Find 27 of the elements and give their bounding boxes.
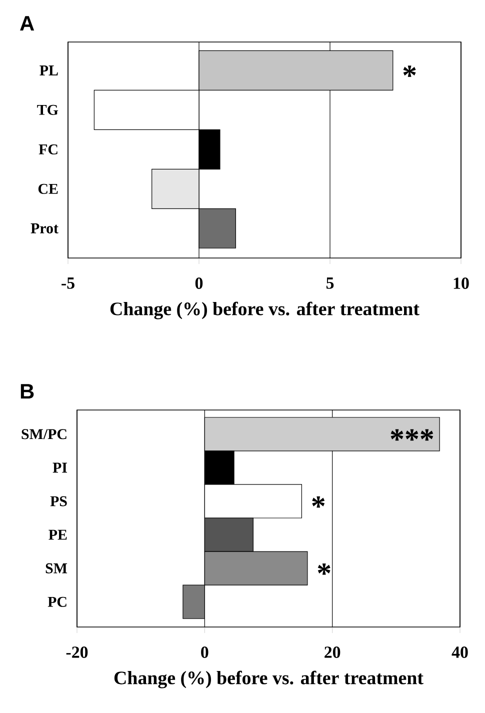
y-tick-label: PL bbox=[40, 66, 58, 76]
chart-title: B bbox=[20, 384, 34, 399]
x-tick-label: 40 bbox=[452, 646, 468, 658]
y-tick-label: PE bbox=[48, 530, 67, 540]
y-tick-label: PC bbox=[48, 596, 66, 607]
annotation: *** bbox=[390, 429, 434, 441]
x-axis-title: Change (%) before vs. after treatment bbox=[110, 302, 420, 320]
x-tick-label: 0 bbox=[195, 278, 203, 289]
y-tick-label: TG bbox=[37, 104, 58, 115]
annotation: * bbox=[318, 563, 330, 575]
y-tick-label: SM bbox=[46, 563, 68, 574]
x-tick-label: 10 bbox=[454, 278, 469, 289]
chart-title: A bbox=[20, 16, 34, 31]
x-tick-label: 20 bbox=[324, 646, 340, 658]
y-tick-label: PS bbox=[50, 496, 67, 506]
x-tick-label: -5 bbox=[62, 278, 74, 289]
y-tick-label: Prot bbox=[30, 223, 58, 234]
annotation: * bbox=[403, 66, 416, 77]
y-tick-label: PI bbox=[52, 462, 67, 473]
annotation: * bbox=[312, 496, 325, 508]
y-tick-label: SM/PC bbox=[22, 429, 66, 440]
x-tick-label: -20 bbox=[66, 646, 88, 658]
x-axis-title: Change (%) before vs. after treatment bbox=[114, 670, 424, 688]
y-tick-label: CE bbox=[38, 184, 58, 194]
y-tick-label: FC bbox=[38, 144, 58, 154]
x-tick-label: 5 bbox=[326, 278, 334, 289]
x-tick-label: 0 bbox=[201, 646, 208, 658]
